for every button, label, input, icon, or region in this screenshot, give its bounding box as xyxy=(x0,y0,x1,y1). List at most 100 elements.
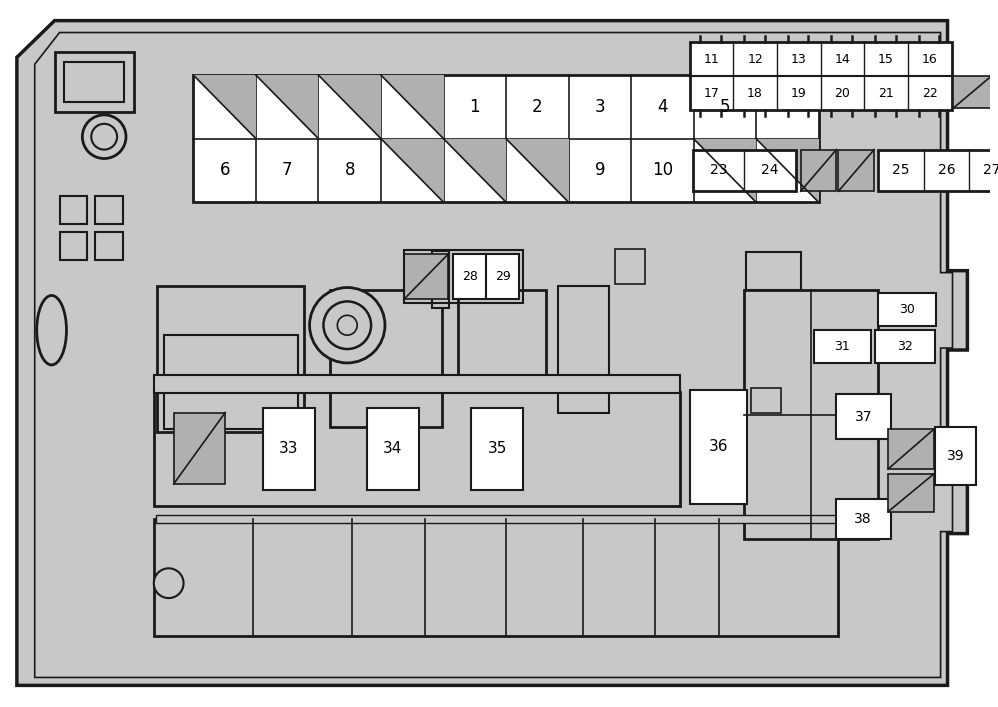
Circle shape xyxy=(83,115,126,158)
Polygon shape xyxy=(756,139,818,202)
Bar xyxy=(55,52,134,112)
Text: 28: 28 xyxy=(462,270,478,283)
Text: 16: 16 xyxy=(922,53,937,66)
Text: 13: 13 xyxy=(790,53,806,66)
Text: 15: 15 xyxy=(878,53,894,66)
Bar xyxy=(875,330,935,363)
Bar xyxy=(453,254,486,300)
Text: 17: 17 xyxy=(704,86,720,100)
Text: 8: 8 xyxy=(344,161,355,180)
Bar xyxy=(690,42,951,110)
Text: 21: 21 xyxy=(878,86,894,100)
Text: 38: 38 xyxy=(854,512,872,526)
Text: 25: 25 xyxy=(892,163,909,177)
Bar xyxy=(935,428,976,485)
Text: 27: 27 xyxy=(983,163,998,177)
Text: 35: 35 xyxy=(487,440,507,456)
Bar xyxy=(431,251,449,308)
Bar xyxy=(157,286,303,433)
Text: 29: 29 xyxy=(495,270,510,283)
Bar xyxy=(690,390,748,504)
Bar xyxy=(888,474,934,512)
Text: 4: 4 xyxy=(657,98,668,116)
Bar xyxy=(330,291,441,428)
Bar xyxy=(751,387,780,413)
Text: 6: 6 xyxy=(220,161,230,180)
Text: 36: 36 xyxy=(709,439,729,454)
Polygon shape xyxy=(318,75,381,139)
Bar xyxy=(953,76,991,108)
Bar xyxy=(836,499,891,539)
Text: 19: 19 xyxy=(790,86,806,100)
Ellipse shape xyxy=(37,296,67,365)
Bar xyxy=(888,429,934,469)
Bar xyxy=(486,254,519,300)
Bar xyxy=(194,75,818,202)
Bar xyxy=(65,62,124,102)
Circle shape xyxy=(337,315,357,335)
Circle shape xyxy=(323,301,371,349)
Bar xyxy=(154,375,680,392)
Text: 24: 24 xyxy=(761,163,778,177)
Bar xyxy=(262,407,314,490)
Text: 23: 23 xyxy=(710,163,728,177)
Text: 33: 33 xyxy=(279,440,298,456)
Text: 20: 20 xyxy=(834,86,850,100)
Text: 3: 3 xyxy=(595,98,605,116)
Bar xyxy=(458,291,546,385)
Text: 26: 26 xyxy=(938,163,955,177)
Text: 31: 31 xyxy=(834,339,850,353)
Polygon shape xyxy=(194,75,255,139)
Bar xyxy=(404,254,448,300)
Text: 18: 18 xyxy=(748,86,763,100)
Text: 12: 12 xyxy=(748,53,762,66)
Text: 7: 7 xyxy=(282,161,292,180)
Bar xyxy=(367,407,419,490)
Circle shape xyxy=(309,288,385,363)
Polygon shape xyxy=(694,139,756,202)
Bar xyxy=(156,515,838,522)
Bar xyxy=(838,150,874,192)
Polygon shape xyxy=(17,21,967,685)
Text: 34: 34 xyxy=(383,440,402,456)
Bar xyxy=(471,407,523,490)
Text: 22: 22 xyxy=(922,86,937,100)
Bar xyxy=(154,519,838,636)
Bar xyxy=(745,291,878,539)
Text: 32: 32 xyxy=(897,339,913,353)
Polygon shape xyxy=(255,75,318,139)
Bar xyxy=(878,293,936,326)
Bar xyxy=(747,252,800,289)
Bar xyxy=(60,232,87,259)
Text: 5: 5 xyxy=(720,98,731,116)
Bar xyxy=(615,249,645,284)
Bar xyxy=(154,392,680,506)
Text: 9: 9 xyxy=(595,161,605,180)
Text: 39: 39 xyxy=(947,449,964,463)
Bar xyxy=(693,150,795,192)
Bar xyxy=(60,197,87,224)
Text: 11: 11 xyxy=(704,53,720,66)
Polygon shape xyxy=(443,139,506,202)
Circle shape xyxy=(154,568,184,598)
Bar xyxy=(836,394,891,439)
Bar xyxy=(800,150,836,192)
Polygon shape xyxy=(381,75,443,139)
Bar xyxy=(558,286,609,413)
Text: 10: 10 xyxy=(652,161,673,180)
Bar xyxy=(404,250,523,303)
Bar xyxy=(95,232,123,259)
Text: 30: 30 xyxy=(899,303,915,316)
Bar xyxy=(813,330,871,363)
Bar xyxy=(174,413,226,484)
Circle shape xyxy=(91,124,117,150)
Text: 2: 2 xyxy=(532,98,543,116)
Text: 14: 14 xyxy=(834,53,850,66)
Bar xyxy=(878,150,998,192)
Bar xyxy=(95,197,123,224)
Bar xyxy=(164,335,297,429)
Polygon shape xyxy=(381,139,443,202)
Text: 1: 1 xyxy=(469,98,480,116)
Polygon shape xyxy=(506,139,569,202)
Text: 37: 37 xyxy=(854,409,872,423)
